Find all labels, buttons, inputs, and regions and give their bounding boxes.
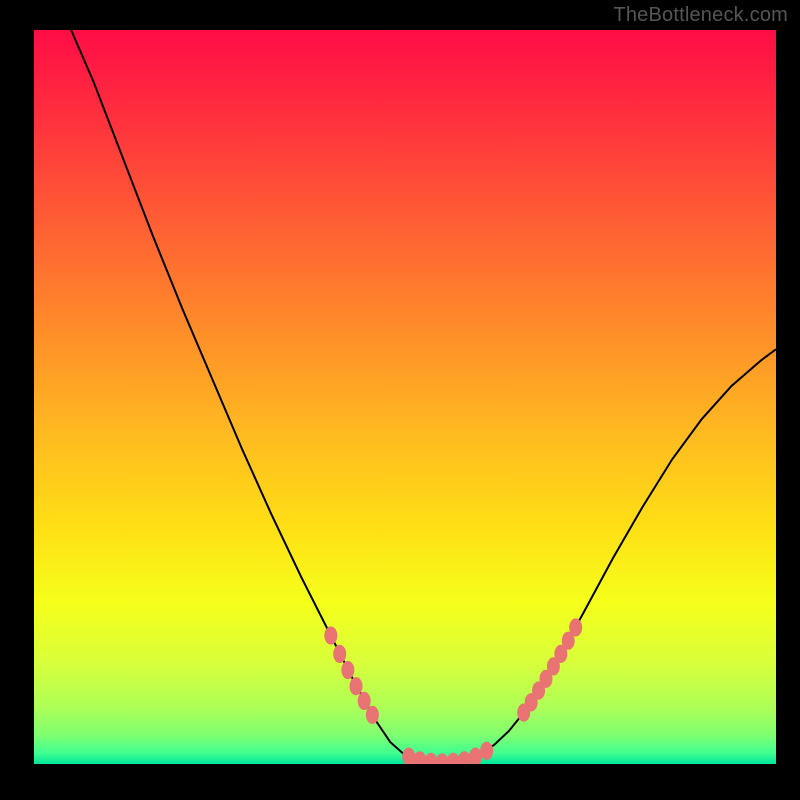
data-marker [436, 753, 449, 764]
watermark-text: TheBottleneck.com [613, 4, 788, 27]
data-marker [333, 645, 346, 663]
bottleneck-curve [71, 30, 776, 763]
data-marker [458, 751, 471, 764]
data-marker [469, 748, 482, 764]
data-marker [350, 677, 363, 695]
data-marker [413, 751, 426, 764]
data-marker [569, 618, 582, 636]
data-marker [480, 742, 493, 760]
data-marker [324, 626, 337, 644]
data-marker [402, 748, 415, 764]
data-marker [424, 753, 437, 764]
data-marker [366, 706, 379, 724]
chart-plot-area [34, 30, 776, 764]
data-marker [358, 692, 371, 710]
chart-curve-layer [34, 30, 776, 764]
chart-frame [0, 0, 800, 800]
data-marker [447, 753, 460, 764]
data-marker [341, 661, 354, 679]
